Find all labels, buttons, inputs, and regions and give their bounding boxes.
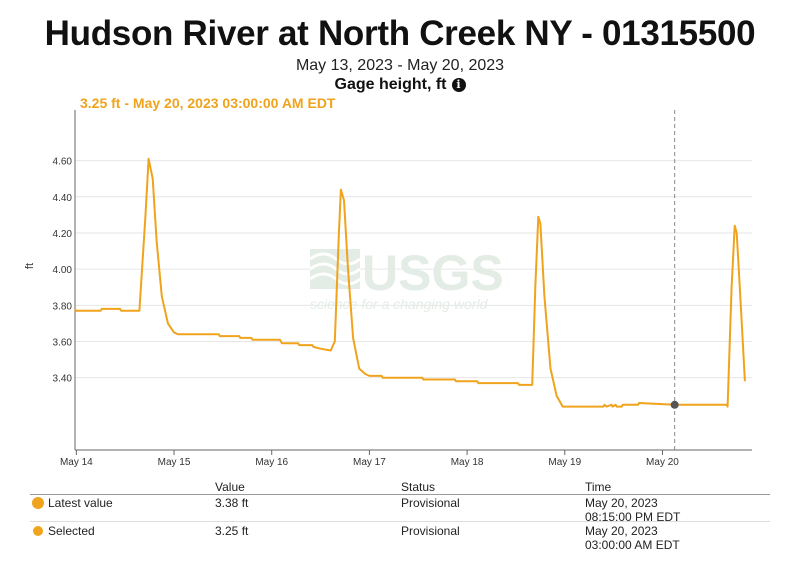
date-range: May 13, 2023 - May 20, 2023 [295,57,505,74]
x-tick-label: May 19 [548,457,581,468]
table-row-rule [30,521,770,522]
grid-lines [75,160,752,379]
selected-point-marker[interactable] [670,400,679,409]
y-tick-label: 4.60 [53,157,73,168]
row-status: Provisional [401,524,460,538]
x-tick-label: May 16 [255,457,288,468]
parameter-label: Gage height, ft i [0,76,800,94]
y-axis-label: ft [24,263,36,269]
y-tick-label: 3.80 [53,301,73,312]
hover-tooltip: 3.25 ft - May 20, 2023 03:00:00 AM EDT [80,95,336,111]
parameter-name: Gage height, ft [334,76,447,93]
latest-value-marker [32,497,44,509]
x-tick-label: May 17 [353,457,386,468]
row-value: 3.38 ft [215,496,249,510]
y-tick-label: 4.40 [53,193,73,204]
row-time-date: May 20, 2023 [585,496,658,510]
y-tick-label: 4.20 [53,229,73,240]
row-time-clock: 03:00:00 AM EDT [585,538,680,552]
row-value: 3.25 ft [215,524,249,538]
header-value: Value [215,480,245,494]
x-tick-label: May 18 [451,457,484,468]
x-tick-label: May 15 [158,457,191,468]
usgs-watermark: USGS science for a changing world [309,245,504,312]
watermark-tagline: science for a changing world [310,296,489,312]
x-tick-label: May 14 [60,457,93,468]
row-time-date: May 20, 2023 [585,524,658,538]
x-tick-labels: May 14 May 15 May 16 May 17 May 18 May 19 May … [60,450,679,468]
header-time: Time [585,480,612,494]
series-line-gage-height[interactable] [74,157,746,408]
row-status: Provisional [401,496,460,510]
gage-height-chart[interactable]: USGS science for a changing world ft 3.4… [0,0,800,470]
y-tick-label: 4.00 [53,265,73,276]
table-header-rule [30,494,770,495]
chart-title: Hudson River at North Creek NY - 0131550… [44,14,756,53]
row-time-clock: 08:15:00 PM EDT [585,510,681,524]
y-tick-label: 3.60 [53,337,73,348]
y-tick-labels: 3.40 3.60 3.80 4.00 4.20 4.40 4.60 [53,157,73,385]
row-label: Latest value [48,496,113,510]
row-label: Selected [48,524,95,538]
watermark-logo: USGS [362,245,504,301]
x-tick-label: May 20 [646,457,679,468]
header-status: Status [401,480,436,494]
selected-value-marker [33,526,43,536]
info-icon[interactable]: i [451,78,466,92]
y-tick-label: 3.40 [53,374,73,385]
